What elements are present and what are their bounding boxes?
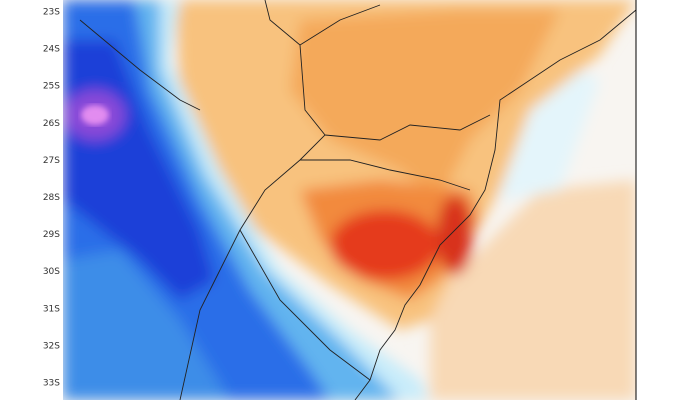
boundaries (79, 0, 636, 400)
latitude-label: 26S (43, 119, 60, 129)
coastline (354, 9, 636, 400)
latitude-label: 27S (43, 156, 60, 166)
warm-core (290, 10, 560, 200)
border-line (300, 159, 471, 191)
border-line (79, 19, 201, 111)
anomaly-field (63, 0, 636, 400)
latitude-label: 28S (43, 193, 60, 203)
border-line (299, 4, 381, 46)
extreme-cold (81, 105, 109, 125)
latitude-label: 24S (43, 45, 60, 55)
latitude-label: 30S (43, 267, 60, 277)
latitude-label: 29S (43, 230, 60, 240)
border-line (239, 229, 371, 381)
hot-core (330, 210, 440, 280)
hot-core (437, 195, 473, 275)
latitude-label: 25S (43, 82, 60, 92)
latitude-label: 33S (43, 379, 60, 389)
latitude-labels: 23S 24S 25S 26S 27S 28S 29S 30S 31S 32S 33S (43, 8, 60, 389)
latitude-label: 32S (43, 341, 60, 351)
border-line (324, 114, 491, 141)
latitude-label: 31S (43, 304, 60, 314)
latitude-label: 23S (43, 8, 60, 18)
ocean-warm (430, 180, 636, 400)
